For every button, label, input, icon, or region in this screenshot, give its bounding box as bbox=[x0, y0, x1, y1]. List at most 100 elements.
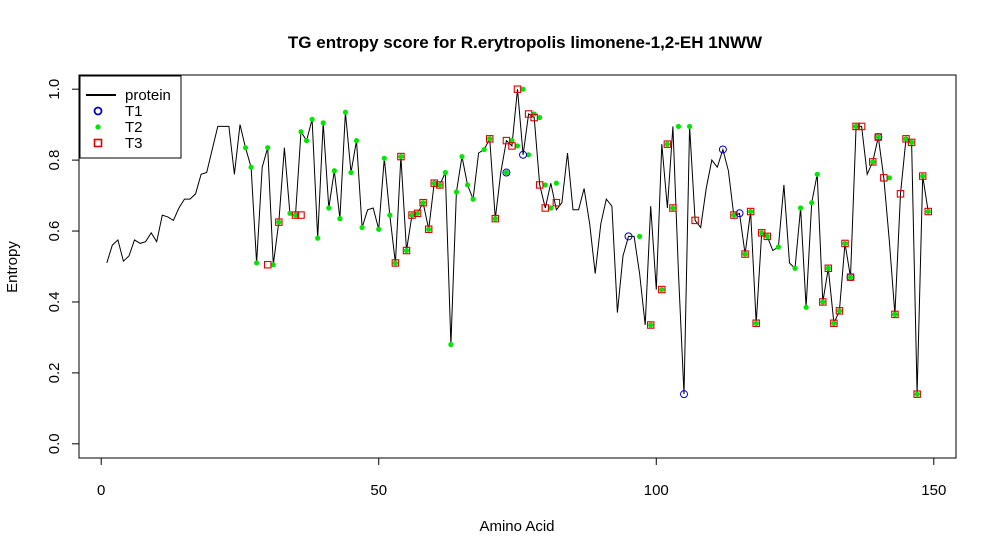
t2-point bbox=[303, 138, 310, 144]
legend-t2-label: T2 bbox=[125, 119, 143, 136]
t3-point bbox=[413, 209, 422, 218]
t2-point bbox=[337, 216, 343, 222]
t2-point bbox=[298, 129, 304, 135]
legend-t3-label: T3 bbox=[125, 135, 143, 152]
t3-point bbox=[436, 181, 444, 189]
t3-point bbox=[263, 260, 272, 269]
t2-point bbox=[820, 299, 826, 305]
t2-point bbox=[242, 145, 249, 151]
x-tick-label: 150 bbox=[921, 482, 946, 499]
t2-point bbox=[453, 189, 460, 195]
t2-point bbox=[903, 136, 909, 142]
t3-point bbox=[730, 211, 738, 219]
t2-point bbox=[348, 169, 354, 176]
t2-point bbox=[265, 145, 271, 151]
t2-point bbox=[870, 159, 876, 165]
t3-point bbox=[485, 135, 494, 143]
plot-frame bbox=[78, 74, 957, 459]
t2-point bbox=[675, 123, 682, 130]
t3-point bbox=[830, 319, 838, 327]
t3-point bbox=[502, 136, 511, 145]
t3-point bbox=[746, 207, 755, 216]
t2-point bbox=[748, 208, 754, 215]
t2-point bbox=[853, 123, 859, 130]
t2-point bbox=[309, 116, 315, 122]
t2-point bbox=[320, 120, 326, 126]
t3-point bbox=[874, 133, 883, 141]
t2-point bbox=[664, 141, 670, 147]
t3-point bbox=[896, 190, 905, 198]
t3-point bbox=[541, 204, 550, 212]
t3-point bbox=[530, 113, 538, 122]
t2-point bbox=[753, 320, 759, 326]
t2-point bbox=[398, 153, 404, 160]
t2-point bbox=[759, 230, 765, 236]
t2-point bbox=[442, 169, 448, 176]
y-tick-label: 0.8 bbox=[46, 150, 63, 171]
protein-line bbox=[106, 89, 929, 395]
t3-point bbox=[752, 319, 760, 327]
y-axis: 0.0 0.2 0.4 0.6 0.8 1.0 bbox=[46, 79, 79, 454]
legend-t3-marker bbox=[93, 138, 103, 148]
t3-point bbox=[391, 259, 400, 267]
legend-protein-label: protein bbox=[125, 87, 171, 104]
t3-series bbox=[263, 85, 932, 398]
t2-point bbox=[392, 260, 398, 266]
t2-point bbox=[414, 210, 421, 216]
legend-box bbox=[79, 75, 182, 159]
t3-point bbox=[275, 218, 283, 226]
t2-point bbox=[287, 210, 293, 216]
t2-point bbox=[431, 180, 437, 186]
t3-point bbox=[658, 285, 666, 294]
t2-point bbox=[353, 138, 360, 144]
t2-point bbox=[892, 311, 898, 317]
t2-point bbox=[637, 233, 643, 239]
t1-point bbox=[680, 390, 689, 399]
t2-point bbox=[376, 226, 382, 232]
t3-point bbox=[880, 174, 888, 182]
legend-t1-marker bbox=[93, 106, 103, 116]
t2-point bbox=[764, 233, 770, 239]
t2-point bbox=[492, 216, 498, 222]
t2-point bbox=[548, 205, 554, 211]
t1-point bbox=[735, 209, 744, 218]
t2-point bbox=[326, 205, 332, 211]
t2-point bbox=[270, 262, 276, 268]
t2-point bbox=[342, 109, 349, 115]
t2-point bbox=[659, 286, 665, 293]
t2-point bbox=[254, 260, 260, 266]
t2-point bbox=[437, 182, 443, 188]
t3-point bbox=[419, 198, 427, 207]
t2-point bbox=[509, 138, 515, 144]
t3-point bbox=[918, 172, 927, 180]
t2-series bbox=[242, 86, 931, 397]
t2-point bbox=[775, 244, 781, 250]
t2-point bbox=[403, 247, 410, 254]
t2-point bbox=[542, 182, 548, 188]
t2-point bbox=[797, 205, 804, 211]
t3-point bbox=[291, 211, 300, 219]
t2-point bbox=[836, 308, 843, 314]
t3-point bbox=[424, 225, 433, 234]
t2-point bbox=[409, 212, 415, 218]
t2-point bbox=[925, 208, 931, 215]
t2-point bbox=[448, 341, 454, 348]
t3-point bbox=[397, 152, 405, 161]
t2-point bbox=[920, 173, 926, 179]
t2-point bbox=[381, 155, 387, 161]
t2-point bbox=[831, 320, 837, 326]
t3-point bbox=[891, 310, 899, 319]
t2-point bbox=[520, 86, 526, 92]
t2-point bbox=[514, 143, 521, 149]
t3-point bbox=[868, 158, 877, 166]
y-tick-label: 0.2 bbox=[46, 362, 63, 383]
t1-point bbox=[502, 168, 511, 177]
t2-point bbox=[470, 196, 476, 202]
t2-point bbox=[875, 134, 881, 140]
y-tick-label: 0.4 bbox=[46, 292, 63, 313]
t2-point bbox=[742, 251, 748, 257]
t3-point bbox=[552, 198, 561, 207]
t2-point bbox=[248, 164, 254, 170]
t3-point bbox=[841, 239, 849, 248]
t2-point bbox=[842, 240, 848, 247]
